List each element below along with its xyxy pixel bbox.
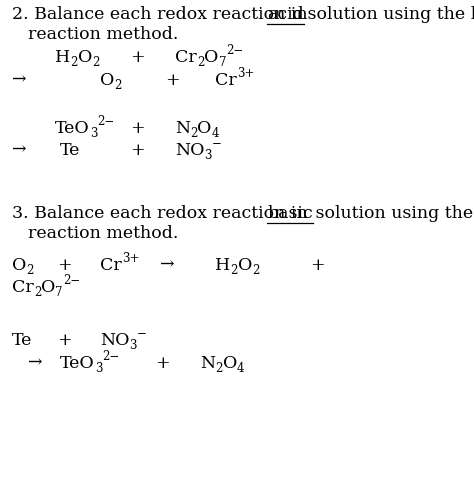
Text: →: →: [12, 142, 27, 158]
Text: +: +: [130, 142, 145, 158]
Text: Cr: Cr: [100, 256, 122, 273]
Text: TeO: TeO: [55, 120, 90, 137]
Text: solution using the half: solution using the half: [310, 204, 474, 221]
Text: 2: 2: [230, 264, 237, 276]
Text: +: +: [130, 120, 145, 137]
Text: 2: 2: [34, 286, 41, 298]
Text: reaction method.: reaction method.: [28, 224, 178, 242]
Text: basic: basic: [267, 204, 313, 221]
Text: O: O: [237, 256, 252, 273]
Text: 2−: 2−: [226, 44, 243, 56]
Text: 3: 3: [90, 126, 97, 140]
Text: reaction method.: reaction method.: [28, 25, 178, 43]
Text: →: →: [28, 354, 43, 371]
Text: 3. Balance each redox reaction in: 3. Balance each redox reaction in: [12, 204, 313, 221]
Text: 2: 2: [252, 264, 259, 276]
Text: Te: Te: [60, 142, 81, 158]
Text: H: H: [55, 49, 70, 66]
Text: 3: 3: [204, 148, 212, 162]
Text: 4: 4: [212, 126, 219, 140]
Text: NO: NO: [175, 142, 204, 158]
Text: −: −: [212, 137, 222, 149]
Text: O: O: [78, 49, 92, 66]
Text: +: +: [165, 72, 180, 89]
Text: 2−: 2−: [63, 273, 80, 287]
Text: +: +: [130, 49, 145, 66]
Text: 7: 7: [55, 286, 63, 298]
Text: 7: 7: [219, 55, 226, 69]
Text: 4: 4: [237, 362, 245, 374]
Text: O: O: [204, 49, 219, 66]
Text: −: −: [137, 326, 147, 340]
Text: 2: 2: [197, 55, 204, 69]
Text: Te: Te: [12, 332, 32, 348]
Text: H: H: [215, 256, 230, 273]
Text: O: O: [12, 256, 27, 273]
Text: 2−: 2−: [97, 115, 115, 127]
Text: 3+: 3+: [122, 251, 139, 265]
Text: O: O: [41, 278, 55, 295]
Text: 3+: 3+: [237, 67, 254, 79]
Text: +: +: [155, 354, 170, 371]
Text: 3: 3: [95, 362, 102, 374]
Text: 2: 2: [190, 126, 198, 140]
Text: 2: 2: [27, 264, 34, 276]
Text: 2: 2: [114, 78, 122, 92]
Text: O: O: [222, 354, 237, 371]
Text: O: O: [100, 72, 114, 89]
Text: N: N: [175, 120, 190, 137]
Text: solution using the half: solution using the half: [302, 5, 474, 23]
Text: 2−: 2−: [102, 349, 119, 363]
Text: Cr: Cr: [175, 49, 197, 66]
Text: N: N: [200, 354, 215, 371]
Text: 2: 2: [70, 55, 78, 69]
Text: acid: acid: [267, 5, 304, 23]
Text: TeO: TeO: [60, 354, 95, 371]
Text: 2. Balance each redox reaction in: 2. Balance each redox reaction in: [12, 5, 313, 23]
Text: Cr: Cr: [215, 72, 237, 89]
Text: +: +: [57, 256, 72, 273]
Text: →: →: [160, 256, 174, 273]
Text: NO: NO: [100, 332, 129, 348]
Text: 2: 2: [215, 362, 222, 374]
Text: Cr: Cr: [12, 278, 34, 295]
Text: 2: 2: [92, 55, 100, 69]
Text: O: O: [198, 120, 212, 137]
Text: →: →: [12, 72, 27, 89]
Text: 3: 3: [129, 339, 137, 351]
Text: +: +: [57, 332, 72, 348]
Text: +: +: [310, 256, 325, 273]
